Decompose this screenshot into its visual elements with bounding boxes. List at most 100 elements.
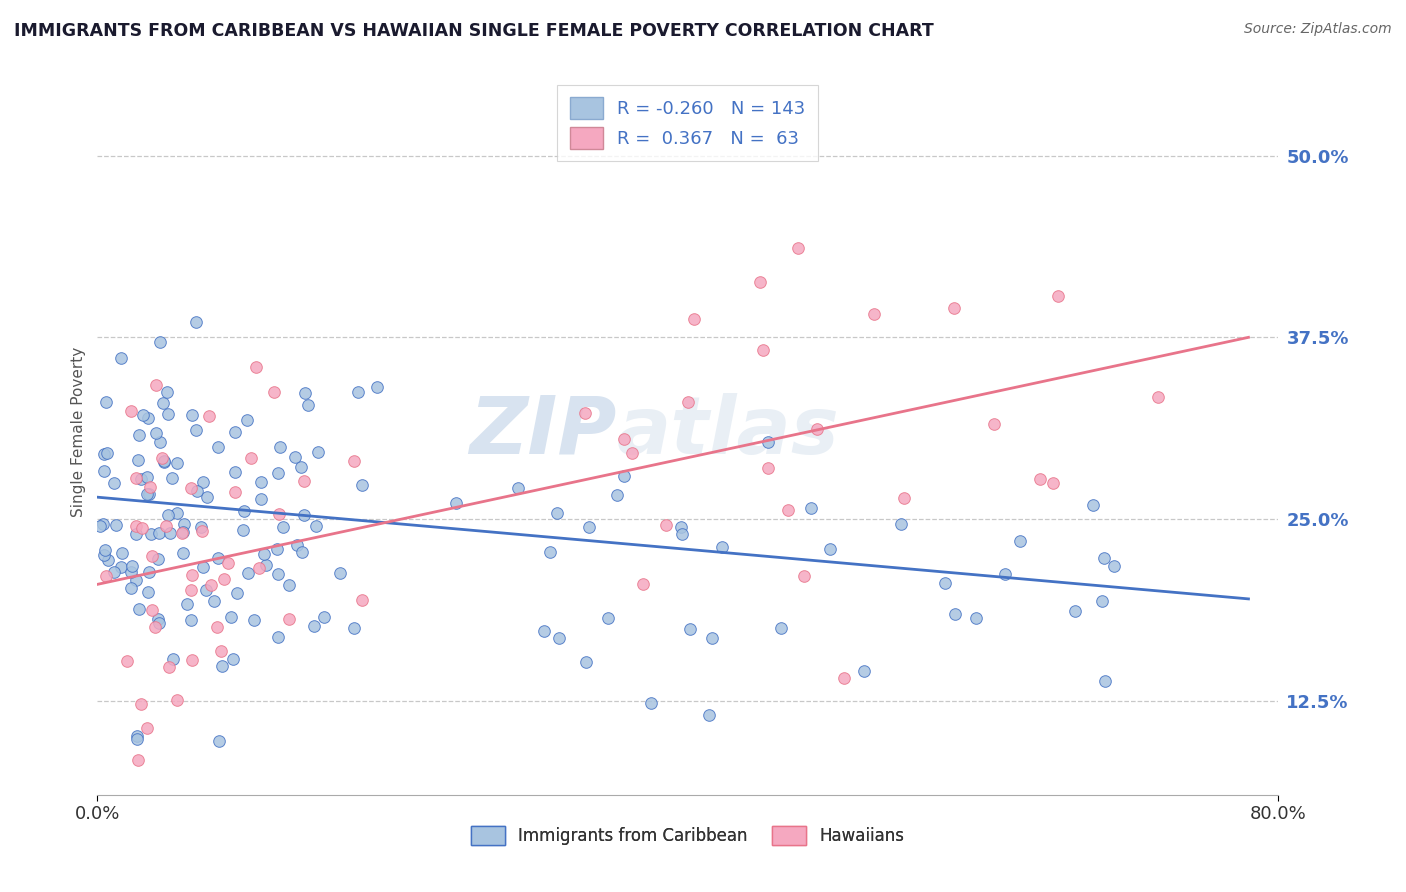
Point (136, 410, 159, 425)
Point (655, 518, 678, 533)
Point (342, 621, 364, 635)
Point (191, 524, 214, 538)
Point (290, 460, 312, 475)
Point (93, 464, 115, 478)
Point (305, 518, 328, 533)
Point (110, 560, 132, 574)
Point (139, 480, 162, 494)
Point (271, 520, 294, 534)
Point (157, 660, 180, 674)
Point (508, 482, 530, 496)
Point (1008, 534, 1031, 549)
Point (243, 614, 266, 628)
Point (598, 610, 620, 624)
Point (266, 542, 288, 557)
Point (145, 426, 167, 441)
Point (1083, 499, 1105, 513)
Point (253, 547, 276, 561)
Point (180, 613, 202, 627)
Point (613, 469, 636, 483)
Point (346, 384, 368, 399)
Point (115, 654, 138, 668)
Point (1047, 289, 1070, 303)
Point (181, 409, 204, 423)
Point (146, 551, 169, 566)
Point (679, 622, 702, 636)
Point (145, 620, 167, 634)
Point (278, 577, 301, 591)
Point (205, 620, 228, 634)
Point (312, 609, 335, 624)
Point (1094, 674, 1116, 689)
Point (343, 454, 366, 468)
Point (97, 553, 120, 567)
Point (285, 538, 308, 552)
Point (934, 576, 956, 591)
Point (748, 275, 770, 289)
Point (110, 351, 132, 365)
Point (245, 360, 267, 375)
Point (131, 521, 153, 535)
Point (138, 565, 160, 579)
Point (156, 384, 179, 399)
Point (621, 446, 644, 460)
Point (547, 631, 569, 645)
Point (769, 621, 792, 635)
Point (267, 508, 290, 522)
Point (125, 731, 148, 746)
Point (166, 693, 188, 707)
Point (538, 545, 561, 559)
Point (197, 490, 219, 504)
Point (162, 652, 184, 666)
Point (153, 454, 176, 468)
Point (148, 434, 170, 449)
Point (983, 417, 1005, 432)
Point (852, 664, 875, 678)
Point (89, 518, 111, 533)
Point (224, 466, 246, 480)
Point (212, 572, 235, 586)
Point (307, 445, 329, 459)
Point (146, 612, 169, 626)
Point (190, 520, 212, 534)
Point (93, 542, 115, 557)
Point (176, 598, 198, 612)
Point (202, 594, 225, 608)
Point (267, 466, 290, 480)
Point (172, 526, 194, 541)
Point (863, 307, 886, 321)
Point (141, 549, 163, 564)
Point (1042, 475, 1064, 490)
Point (207, 551, 229, 566)
Point (806, 422, 828, 436)
Point (994, 567, 1017, 582)
Point (250, 475, 273, 490)
Point (1091, 594, 1114, 608)
Point (104, 518, 127, 533)
Point (943, 607, 966, 621)
Point (93, 549, 115, 563)
Point (267, 630, 290, 644)
Point (125, 471, 148, 485)
Point (700, 631, 723, 645)
Point (148, 615, 170, 630)
Point (125, 729, 148, 743)
Point (208, 733, 231, 747)
Point (236, 413, 259, 427)
Point (606, 488, 628, 502)
Point (366, 380, 388, 394)
Point (254, 558, 277, 572)
Point (125, 519, 148, 533)
Point (224, 484, 246, 499)
Point (172, 524, 194, 539)
Point (533, 624, 555, 639)
Point (578, 520, 600, 534)
Point (138, 486, 160, 500)
Point (200, 578, 222, 592)
Point (776, 503, 799, 517)
Point (263, 384, 285, 399)
Point (195, 583, 218, 598)
Point (224, 425, 246, 440)
Point (294, 386, 316, 401)
Point (125, 527, 148, 541)
